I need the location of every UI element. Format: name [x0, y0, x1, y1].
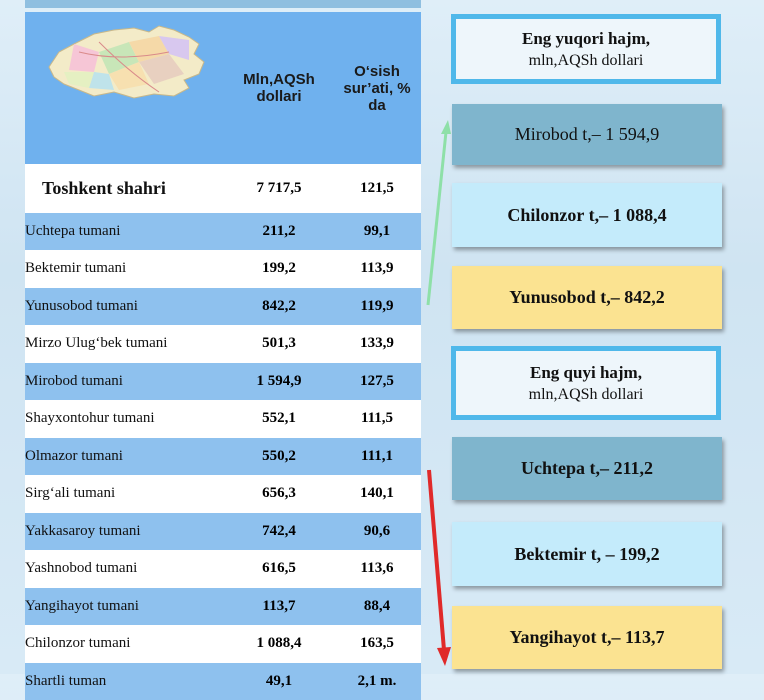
district-name: Bektemir tumani	[25, 249, 225, 288]
header-value-col: Mln,AQSh dollari	[225, 12, 333, 164]
district-growth: 140,1	[333, 474, 421, 513]
table-header-row: Mln,AQSh dollari O‘sish sur’ati, % da	[25, 12, 421, 164]
district-growth: 111,1	[333, 437, 421, 475]
district-name: Yangihayot tumani	[25, 587, 225, 625]
district-name: Yunusobod tumani	[25, 287, 225, 325]
table-row: Yangihayot tumani 113,7 88,4	[25, 587, 421, 625]
district-growth: 111,5	[333, 399, 421, 438]
district-growth: 163,5	[333, 624, 421, 663]
district-value: 616,5	[225, 549, 333, 588]
city-total-row: Toshkent shahri 7 717,5 121,5	[25, 164, 421, 213]
table-row: Chilonzor tumani 1 088,4 163,5	[25, 624, 421, 663]
highest-item-1: Mirobod t,– 1 594,9	[452, 104, 722, 165]
district-name: Chilonzor tumani	[25, 624, 225, 663]
table-row: Yashnobod tumani 616,5 113,6	[25, 549, 421, 588]
district-growth: 127,5	[333, 362, 421, 400]
header-growth-col: O‘sish sur’ati, % da	[333, 12, 421, 164]
district-value: 113,7	[225, 587, 333, 625]
district-value: 550,2	[225, 437, 333, 475]
district-value: 1 594,9	[225, 362, 333, 400]
district-name: Uchtepa tumani	[25, 212, 225, 250]
city-value: 7 717,5	[256, 179, 302, 196]
district-value: 211,2	[225, 212, 333, 250]
map-cell	[25, 12, 225, 164]
district-value: 842,2	[225, 287, 333, 325]
table-row: Yakkasaroy tumani 742,4 90,6	[25, 512, 421, 550]
district-value: 49,1	[225, 662, 333, 700]
district-value: 199,2	[225, 249, 333, 288]
district-name: Mirzo Ulug‘bek tumani	[25, 324, 225, 363]
district-name: Yashnobod tumani	[25, 549, 225, 588]
table-row: Olmazor tumani 550,2 111,1	[25, 437, 421, 475]
lowest-item-3: Yangihayot t,– 113,7	[452, 606, 722, 669]
data-table-panel: Mln,AQSh dollari O‘sish sur’ati, % da To…	[25, 12, 421, 700]
table-row: Shartli tuman 49,1 2,1 m.	[25, 662, 421, 700]
district-value: 742,4	[225, 512, 333, 550]
district-name: Mirobod tumani	[25, 362, 225, 400]
district-growth: 2,1 m.	[333, 662, 421, 700]
tashkent-map-icon	[48, 25, 205, 99]
lowest-item-2: Bektemir t, – 199,2	[452, 522, 722, 586]
highest-subtitle: mln,AQSh dollari	[528, 51, 644, 69]
district-value: 552,1	[225, 399, 333, 438]
district-table: Mln,AQSh dollari O‘sish sur’ati, % da To…	[25, 12, 421, 700]
district-name: Shayxontohur tumani	[25, 399, 225, 438]
district-name: Shartli tuman	[25, 662, 225, 700]
highest-volume-header: Eng yuqori hajm, mln,AQSh dollari	[451, 14, 721, 84]
district-name: Yakkasaroy tumani	[25, 512, 225, 550]
district-value: 656,3	[225, 474, 333, 513]
lowest-title: Eng quyi hajm,	[530, 362, 642, 382]
up-arrow-icon	[426, 120, 451, 306]
lowest-volume-header: Eng quyi hajm, mln,AQSh dollari	[451, 346, 721, 420]
district-growth: 133,9	[333, 324, 421, 363]
table-row: Sirg‘ali tumani 656,3 140,1	[25, 474, 421, 513]
table-row: Mirobod tumani 1 594,9 127,5	[25, 362, 421, 400]
district-value: 501,3	[225, 324, 333, 363]
table-row: Uchtepa tumani 211,2 99,1	[25, 212, 421, 250]
table-row: Mirzo Ulug‘bek tumani 501,3 133,9	[25, 324, 421, 363]
table-row: Shayxontohur tumani 552,1 111,5	[25, 399, 421, 438]
lowest-item-1: Uchtepa t,– 211,2	[452, 437, 722, 500]
district-growth: 99,1	[333, 212, 421, 250]
highest-title: Eng yuqori hajm,	[522, 28, 650, 48]
down-arrow-icon	[427, 469, 451, 666]
city-growth: 121,5	[360, 179, 394, 196]
district-value: 1 088,4	[225, 624, 333, 663]
district-growth: 90,6	[333, 512, 421, 550]
district-growth: 119,9	[333, 287, 421, 325]
district-growth: 88,4	[333, 587, 421, 625]
highest-item-3: Yunusobod t,– 842,2	[452, 266, 722, 329]
district-growth: 113,6	[333, 549, 421, 588]
lowest-subtitle: mln,AQSh dollari	[528, 385, 644, 403]
district-name: Sirg‘ali tumani	[25, 474, 225, 513]
table-row: Yunusobod tumani 842,2 119,9	[25, 287, 421, 325]
district-name: Olmazor tumani	[25, 437, 225, 475]
highest-item-2: Chilonzor t,– 1 088,4	[452, 183, 722, 247]
table-row: Bektemir tumani 199,2 113,9	[25, 249, 421, 288]
district-growth: 113,9	[333, 249, 421, 288]
top-strip	[25, 0, 421, 8]
city-name: Toshkent shahri	[42, 177, 166, 198]
